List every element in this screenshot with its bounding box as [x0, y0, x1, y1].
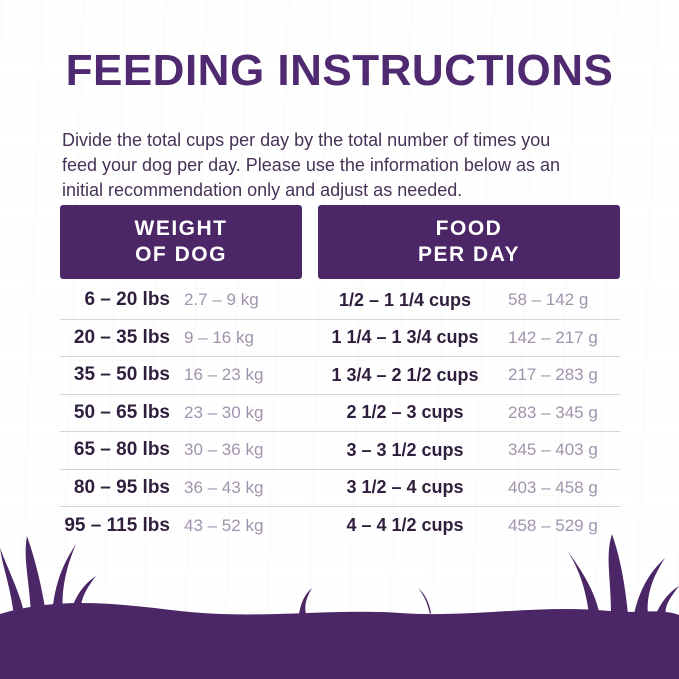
table-row: 6 – 20 lbs 2.7 – 9 kg 1/2 – 1 1/4 cups 5…: [60, 282, 620, 320]
weight-kg-value: 36 – 43 kg: [184, 477, 264, 497]
weight-lbs-value: 35 – 50 lbs: [73, 364, 170, 386]
food-per-day-header: FOOD PER DAY: [318, 205, 620, 279]
food-header-line2: PER DAY: [418, 243, 520, 266]
weight-lbs-value: 65 – 80 lbs: [73, 439, 170, 461]
weight-lbs-value: 95 – 115 lbs: [64, 514, 170, 536]
grass-silhouette-image: [0, 534, 679, 679]
weight-of-dog-header: WEIGHT OF DOG: [60, 205, 302, 279]
food-cups-value: 4 – 4 1/2 cups: [346, 515, 464, 536]
description-line: initial recommendation only and adjust a…: [62, 180, 463, 201]
weight-lbs-value: 6 – 20 lbs: [84, 289, 170, 311]
description-line: feed your dog per day. Please use the in…: [62, 155, 560, 176]
description: Divide the total cups per day by the tot…: [62, 128, 634, 204]
weight-kg-value: 43 – 52 kg: [184, 515, 264, 535]
table-row: 50 – 65 lbs 23 – 30 kg 2 1/2 – 3 cups 28…: [60, 395, 620, 432]
weight-lbs-value: 50 – 65 lbs: [73, 401, 170, 423]
food-cups-value: 3 – 3 1/2 cups: [346, 439, 464, 460]
food-grams-value: 403 – 458 g: [508, 477, 598, 497]
food-grams-value: 217 – 283 g: [508, 365, 598, 385]
table-body: 6 – 20 lbs 2.7 – 9 kg 1/2 – 1 1/4 cups 5…: [60, 282, 620, 545]
weight-kg-value: 23 – 30 kg: [184, 402, 264, 422]
food-cups-value: 1 3/4 – 2 1/2 cups: [331, 364, 479, 385]
table-header-row: WEIGHT OF DOG FOOD PER DAY: [60, 205, 620, 279]
food-grams-value: 283 – 345 g: [508, 402, 598, 422]
table-row: 65 – 80 lbs 30 – 36 kg 3 – 3 1/2 cups 34…: [60, 432, 620, 470]
weight-lbs-value: 80 – 95 lbs: [73, 476, 170, 498]
feeding-table: WEIGHT OF DOG FOOD PER DAY 6 – 20 lbs 2.…: [60, 205, 620, 545]
food-cups-value: 1 1/4 – 1 3/4 cups: [331, 327, 479, 348]
food-cups-value: 2 1/2 – 3 cups: [346, 402, 464, 423]
weight-kg-value: 30 – 36 kg: [184, 440, 264, 460]
table-row: 20 – 35 lbs 9 – 16 kg 1 1/4 – 1 3/4 cups…: [60, 320, 620, 357]
table-row: 95 – 115 lbs 43 – 52 kg 4 – 4 1/2 cups 4…: [60, 507, 620, 545]
food-grams-value: 345 – 403 g: [508, 440, 598, 460]
food-grams-value: 458 – 529 g: [508, 515, 598, 535]
weight-kg-value: 16 – 23 kg: [184, 365, 264, 385]
weight-header-line2: OF DOG: [135, 243, 227, 266]
weight-kg-value: 2.7 – 9 kg: [184, 290, 259, 310]
food-cups-value: 3 1/2 – 4 cups: [346, 477, 464, 498]
weight-kg-value: 9 – 16 kg: [184, 327, 254, 347]
weight-lbs-value: 20 – 35 lbs: [73, 326, 170, 348]
weight-header-line1: WEIGHT: [134, 216, 228, 240]
food-grams-value: 58 – 142 g: [508, 290, 589, 310]
food-header-line1: FOOD: [435, 216, 503, 240]
description-line: Divide the total cups per day by the tot…: [62, 130, 551, 150]
food-grams-value: 142 – 217 g: [508, 327, 598, 347]
food-cups-value: 1/2 – 1 1/4 cups: [338, 289, 472, 310]
page-title: FEEDING INSTRUCTIONS: [65, 46, 614, 95]
table-row: 35 – 50 lbs 16 – 23 kg 1 3/4 – 2 1/2 cup…: [60, 357, 620, 395]
table-row: 80 – 95 lbs 36 – 43 kg 3 1/2 – 4 cups 40…: [60, 470, 620, 507]
